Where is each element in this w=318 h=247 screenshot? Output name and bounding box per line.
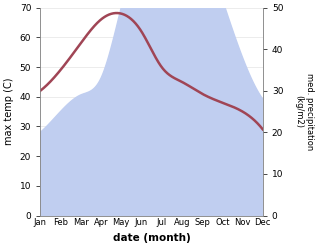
Y-axis label: max temp (C): max temp (C) (4, 78, 14, 145)
Y-axis label: med. precipitation
(kg/m2): med. precipitation (kg/m2) (294, 73, 314, 150)
X-axis label: date (month): date (month) (113, 233, 190, 243)
